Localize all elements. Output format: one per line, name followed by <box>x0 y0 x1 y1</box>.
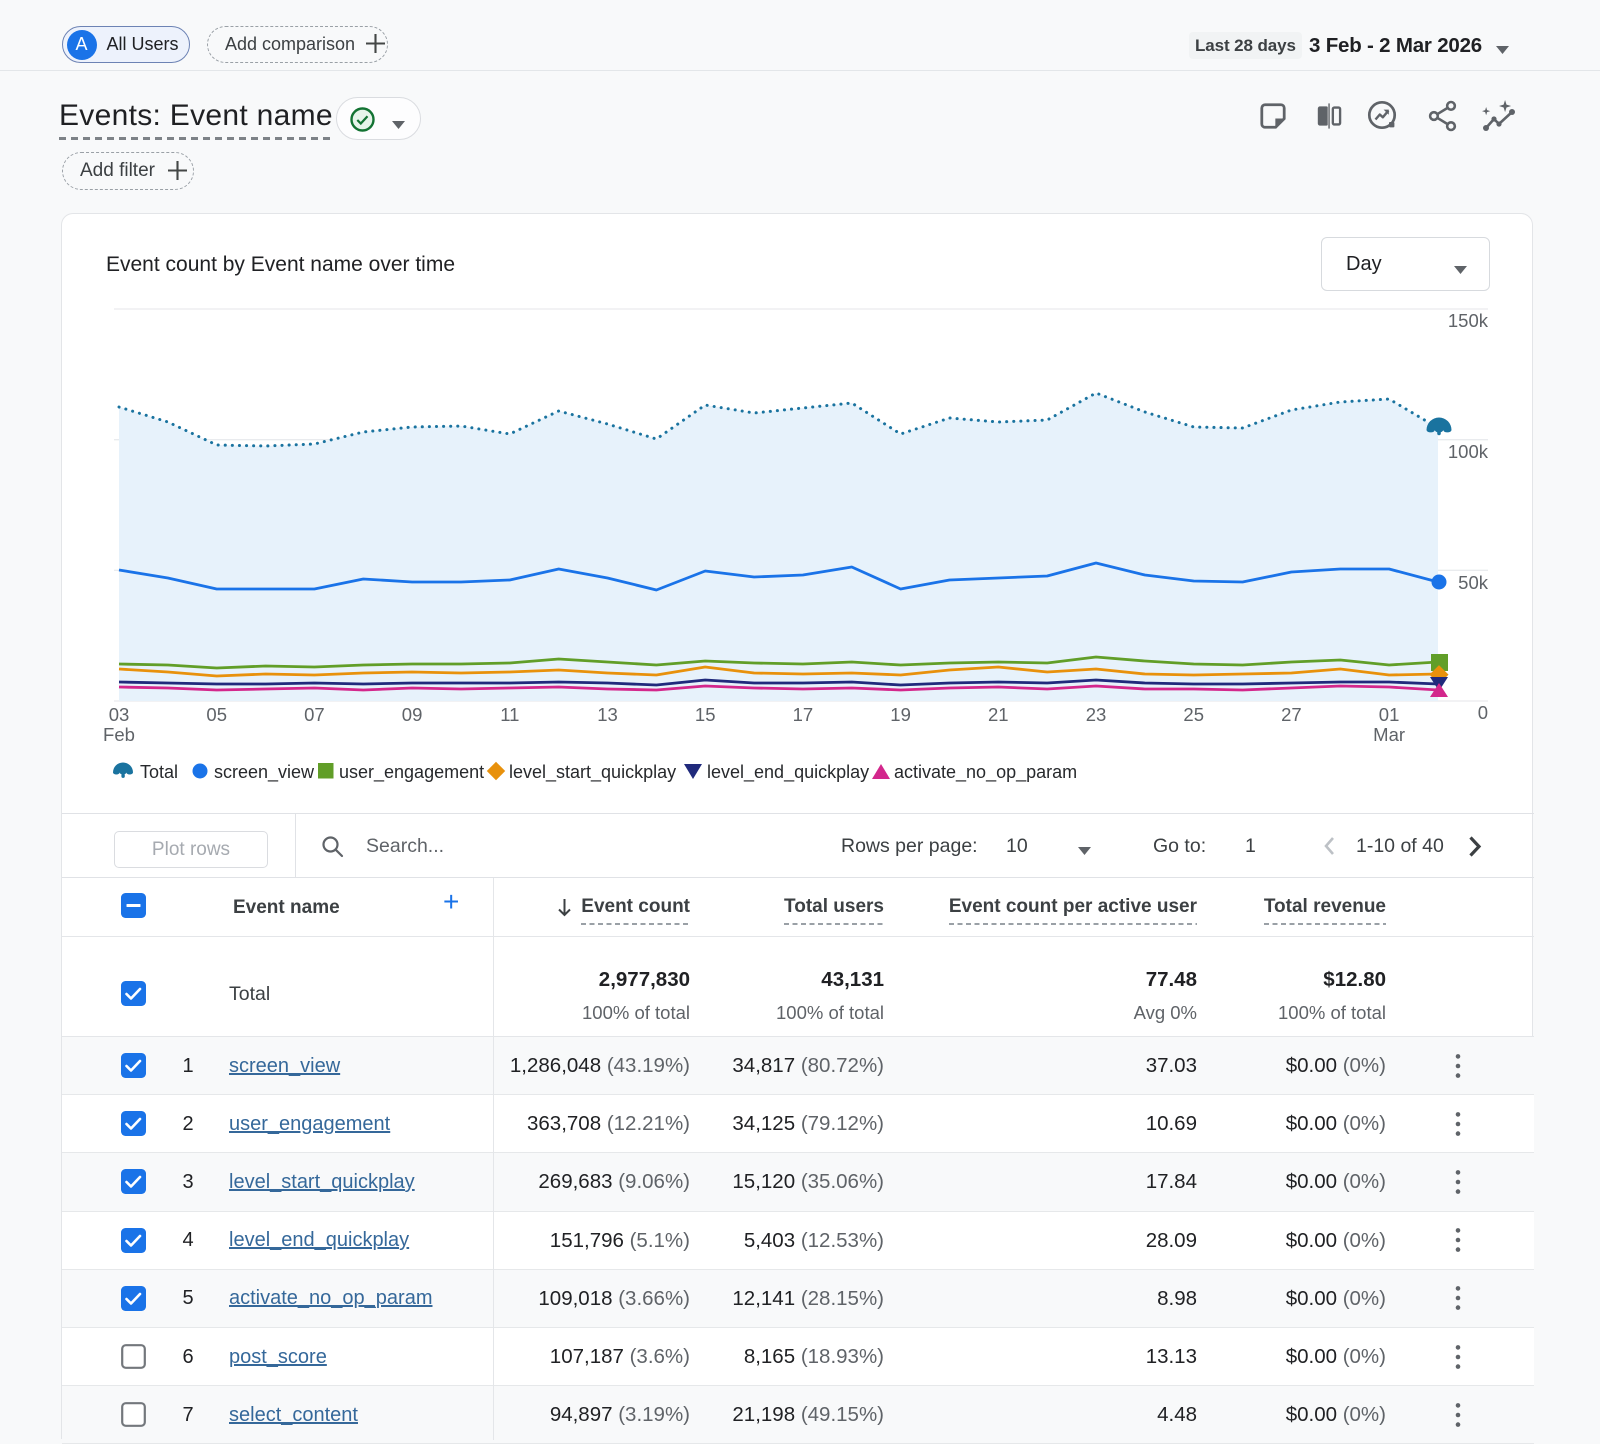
svg-text:03: 03 <box>109 704 130 725</box>
svg-text:27: 27 <box>1281 704 1302 725</box>
svg-text:21: 21 <box>988 704 1009 725</box>
svg-text:25: 25 <box>1183 704 1204 725</box>
svg-text:07: 07 <box>304 704 325 725</box>
svg-text:15: 15 <box>695 704 716 725</box>
svg-text:23: 23 <box>1086 704 1107 725</box>
svg-text:17: 17 <box>793 704 814 725</box>
svg-text:level_start_quickplay: level_start_quickplay <box>509 762 676 783</box>
svg-text:13: 13 <box>597 704 618 725</box>
svg-text:Total: Total <box>140 762 178 782</box>
svg-text:09: 09 <box>402 704 423 725</box>
svg-text:user_engagement: user_engagement <box>339 762 484 783</box>
svg-text:05: 05 <box>206 704 227 725</box>
svg-text:50k: 50k <box>1458 572 1489 593</box>
svg-text:screen_view: screen_view <box>214 762 315 783</box>
svg-text:150k: 150k <box>1448 310 1489 331</box>
svg-text:level_end_quickplay: level_end_quickplay <box>707 762 869 783</box>
svg-text:activate_no_op_param: activate_no_op_param <box>894 762 1077 783</box>
svg-text:01: 01 <box>1379 704 1400 725</box>
svg-text:19: 19 <box>890 704 911 725</box>
svg-text:100k: 100k <box>1448 441 1489 462</box>
svg-text:11: 11 <box>500 704 519 725</box>
svg-text:0: 0 <box>1478 702 1488 723</box>
svg-text:Feb: Feb <box>103 724 135 745</box>
svg-text:Mar: Mar <box>1373 724 1405 745</box>
